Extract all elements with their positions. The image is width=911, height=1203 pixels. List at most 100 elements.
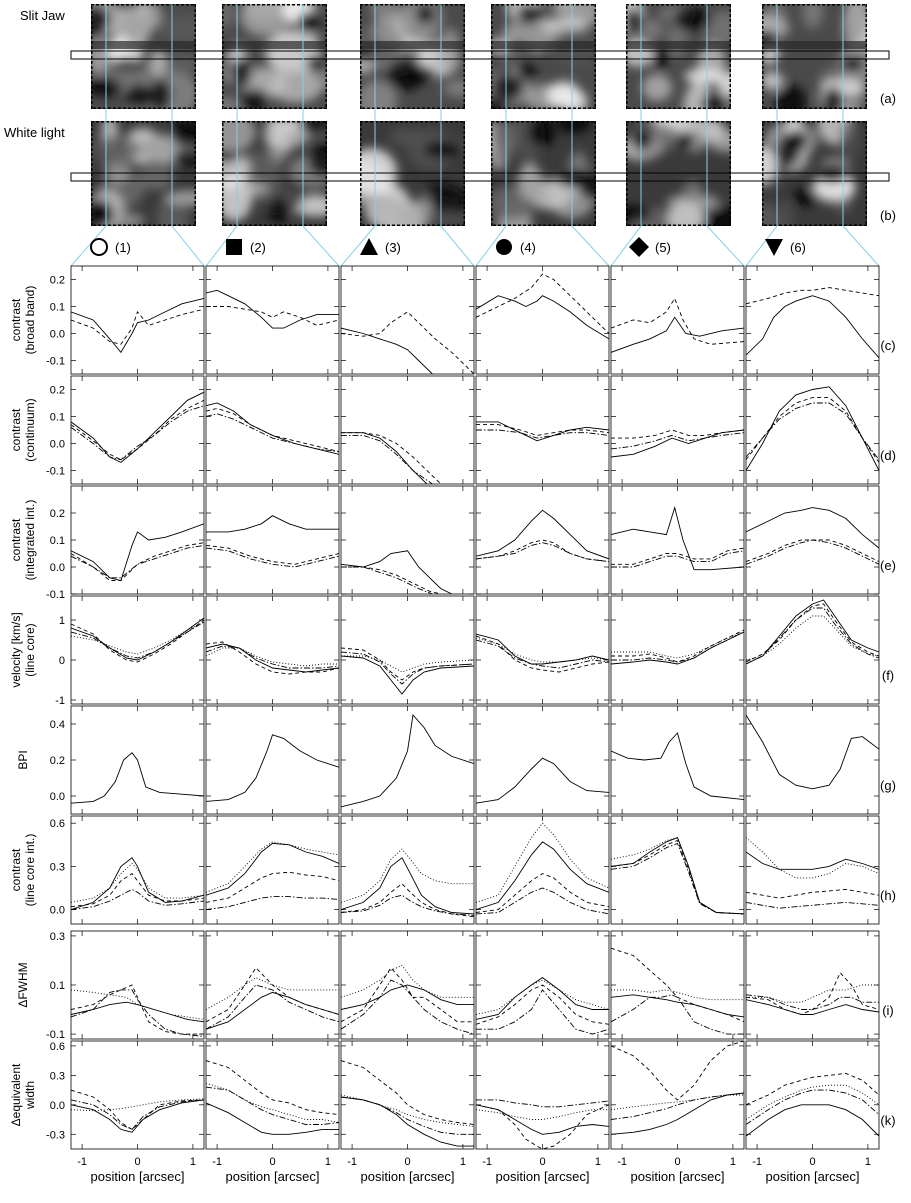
y-tick-label: 0.2 [50, 508, 65, 520]
plot-frame [205, 375, 340, 485]
y-axis-label: contrast [9, 848, 23, 891]
series-line-dotted [341, 1094, 474, 1127]
series-line-dashed [71, 1089, 204, 1130]
x-axis-label: position [arcsec] [91, 1169, 185, 1184]
y-tick-label: -0.1 [46, 1029, 65, 1041]
panel-letter: (b) [880, 208, 896, 223]
white-light-image-2 [222, 121, 327, 226]
y-tick-label: 0.0 [50, 791, 65, 803]
slit-jaw-image-6 [762, 4, 867, 109]
plot-panel [340, 930, 475, 1040]
series-line-dashed [206, 871, 339, 903]
guide-line [571, 225, 610, 267]
series-line-dashdot [341, 979, 474, 1035]
plot-panel [475, 595, 610, 705]
plot-row-d: contrast (continuum) -0.1 0.0 0.1 0.2 [9, 375, 880, 485]
plot-frame [745, 815, 880, 925]
series-line-dotted [206, 841, 339, 893]
plot-frame [475, 815, 610, 925]
y-tick-label: -1 [55, 695, 65, 707]
series-line-solid [476, 421, 609, 442]
series-line-dashdot [611, 550, 744, 568]
slit-jaw-image-3 [360, 4, 465, 109]
series-line-dotted [746, 837, 879, 879]
plot-frame [70, 815, 205, 925]
series-line-dotted [341, 655, 474, 673]
series-line-dashdot [71, 544, 204, 579]
y-axis-label: contrast [9, 518, 23, 561]
y-axis-label: (broad band) [23, 286, 37, 355]
series-line-solid [71, 523, 204, 582]
plot-panel [70, 265, 205, 375]
series-line-dashdot [611, 1092, 744, 1120]
series-line-dashed [341, 967, 474, 1023]
x-tick-label: 1 [730, 1156, 736, 1168]
series-line-solid [611, 1092, 744, 1135]
x-tick-label: -1 [617, 1156, 627, 1168]
series-line-dashed [746, 287, 879, 305]
y-tick-label: 0.0 [50, 329, 65, 341]
plot-panel [745, 815, 880, 925]
plot-frame [205, 705, 340, 815]
y-tick-label: 0.3 [50, 861, 65, 873]
series-line-dashdot [206, 896, 339, 911]
plot-panel [70, 595, 205, 705]
series-line-dashed [611, 1041, 744, 1101]
series-line-solid [746, 851, 879, 870]
series-line-dotted [476, 822, 609, 903]
plot-panel [475, 930, 610, 1040]
series-line-dashed [611, 429, 744, 439]
plot-frame [745, 705, 880, 815]
guide-line [610, 225, 642, 267]
plot-panel [610, 375, 745, 485]
plot-frame [610, 815, 745, 925]
panel-letter: (c) [880, 338, 895, 353]
series-line-dashdot [206, 984, 339, 1030]
series-line-solid [206, 402, 339, 455]
white-light-image-5 [626, 121, 731, 226]
series-line-solid [341, 327, 433, 374]
y-axis-label: contrast [9, 408, 23, 451]
plot-row-c: contrast (broad band) -0.1 0.0 0.1 0.2 [9, 265, 880, 375]
plot-frame [340, 595, 475, 705]
y-tick-label: 1 [59, 615, 65, 627]
y-tick-label: 0.1 [50, 535, 65, 547]
plot-panel [745, 595, 880, 705]
series-line-solid [71, 617, 204, 661]
series-line-dashdot [206, 1086, 339, 1125]
plot-frame [340, 375, 475, 485]
row-label-white-light: White light [4, 125, 65, 140]
x-tick-label: -1 [752, 1156, 762, 1168]
series-line-dashed [476, 984, 609, 1025]
plot-panel: -1 0 1 position [arcsec] [340, 1040, 475, 1184]
plot-panel [475, 375, 610, 485]
y-tick-label: 0.4 [50, 719, 65, 731]
plot-frame [745, 375, 880, 485]
y-axis-label: (line core int.) [23, 834, 37, 907]
series-line-dashdot [746, 1089, 879, 1125]
x-tick-label: 1 [865, 1156, 871, 1168]
plot-frame [745, 1040, 880, 1150]
guide-line [842, 225, 880, 267]
series-line-dashed [206, 967, 339, 1023]
plot-frame [610, 705, 745, 815]
series-line-dotted [206, 1082, 339, 1123]
series-line-dashed [476, 1104, 609, 1149]
series-line-dashed [476, 635, 609, 673]
series-line-dashed [71, 984, 204, 1035]
series-line-dashed [71, 542, 204, 581]
plot-frame [205, 485, 340, 595]
x-axis-label: position [arcsec] [226, 1169, 320, 1184]
plot-frame [70, 265, 205, 375]
slit-jaw-image-5 [626, 4, 731, 109]
plot-grid: contrast (broad band)-0.10.00.10.2contras… [9, 265, 880, 1184]
x-tick-label: -1 [77, 1156, 87, 1168]
plot-panel [610, 930, 745, 1040]
plot-frame [340, 265, 475, 375]
y-tick-label: 0.1 [50, 980, 65, 992]
x-tick-label: 1 [190, 1156, 196, 1168]
series-line-dotted [71, 621, 204, 655]
slit-box-top [70, 50, 890, 60]
series-line-dashed [206, 1060, 339, 1116]
